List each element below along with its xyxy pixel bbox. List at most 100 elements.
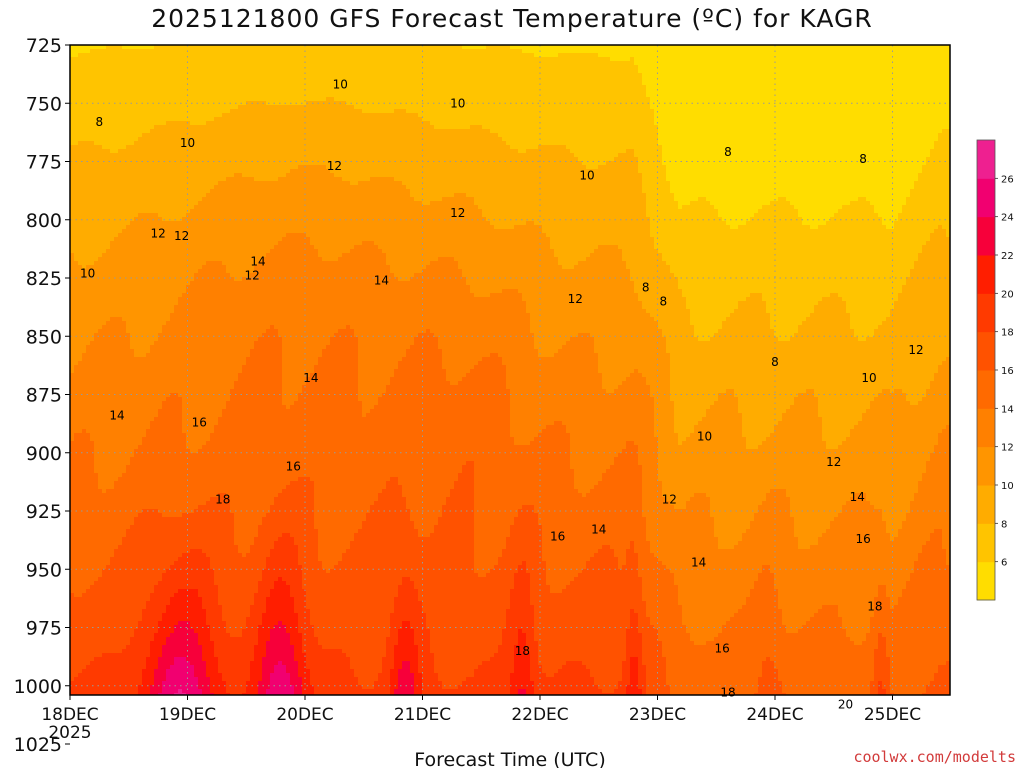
temperature-cell [206,661,218,665]
temperature-cell [782,685,870,689]
temperature-cell [490,221,526,225]
temperature-cell [626,657,630,661]
temperature-cell [522,505,534,509]
temperature-cell [662,253,918,257]
temperature-cell [886,317,950,321]
temperature-cell [538,349,558,353]
temperature-cell [70,217,134,221]
temperature-cell [282,357,318,361]
temperature-cell [70,45,106,49]
temperature-cell [574,265,626,269]
temperature-cell [738,305,766,309]
temperature-cell [678,201,690,205]
temperature-cell [118,149,518,153]
temperature-cell [750,525,794,529]
temperature-cell [514,577,530,581]
temperature-cell [590,673,622,677]
temperature-cell [926,469,950,473]
temperature-cell [190,549,202,553]
temperature-cell [934,445,950,449]
temperature-cell [634,289,682,293]
temperature-cell [582,493,586,497]
temperature-cell [346,653,386,657]
temperature-cell [70,85,646,89]
temperature-cell [538,661,566,665]
temperature-cell [850,433,938,437]
temperature-cell [434,333,534,337]
temperature-cell [70,325,102,329]
temperature-cell [834,213,878,217]
temperature-cell [670,269,910,273]
temperature-cell [642,81,950,85]
temperature-cell [386,257,438,261]
temperature-cell [414,337,438,341]
temperature-cell [850,321,882,325]
temperature-cell [254,265,390,269]
temperature-cell [666,681,758,685]
temperature-cell [874,653,886,657]
temperature-cell [362,685,374,689]
temperature-cell [418,597,510,601]
temperature-cell [642,513,710,517]
temperature-cell [930,153,950,157]
temperature-cell [142,441,186,445]
temperature-cell [302,581,402,585]
temperature-cell [514,653,530,657]
temperature-cell [306,101,346,105]
temperature-cell [178,621,190,625]
temperature-cell [310,669,354,673]
temperature-cell [686,629,722,633]
temperature-cell [214,117,422,121]
temperature-cell [126,329,162,333]
temperature-cell [418,669,434,673]
temperature-cell [214,569,262,573]
temperature-cell [398,673,414,677]
temperature-cell [882,513,906,517]
temperature-cell [742,425,774,429]
temperature-cell [314,365,358,369]
temperature-cell [714,525,750,529]
temperature-cell [298,545,318,549]
temperature-cell [574,153,618,157]
temperature-cell [226,177,254,181]
temperature-cell [358,529,418,533]
temperature-cell [390,613,426,617]
temperature-cell [314,245,354,249]
temperature-cell [158,333,262,337]
temperature-cell [230,509,270,513]
temperature-cell [310,477,390,481]
temperature-cell [926,465,950,469]
temperature-cell [334,565,474,569]
temperature-cell [790,337,858,341]
temperature-cell [590,669,622,673]
temperature-cell [214,649,254,653]
temperature-cell [414,585,514,589]
temperature-cell [526,305,642,309]
temperature-cell [646,689,670,693]
temperature-cell [430,629,502,633]
temperature-cell [358,353,406,357]
temperature-cell [134,521,234,525]
temperature-cell [766,497,790,501]
temperature-cell [690,637,714,641]
temperature-cell [510,401,654,405]
watermark-link[interactable]: coolwx.com/modelts [853,748,1016,766]
contour-label: 18 [867,600,882,614]
temperature-cell [614,689,626,693]
temperature-cell [474,481,574,485]
temperature-cell [206,441,514,445]
temperature-cell [174,657,186,661]
temperature-cell [458,473,474,477]
temperature-cell [258,637,270,641]
temperature-cell [670,569,762,573]
temperature-cell [142,609,166,613]
temperature-cell [246,685,258,689]
temperature-cell [570,453,618,457]
temperature-cell [578,333,590,337]
temperature-cell [510,405,654,409]
temperature-cell [646,213,718,217]
temperature-cell [254,645,266,649]
temperature-cell [314,517,366,521]
temperature-cell [678,589,750,593]
temperature-cell [602,377,626,381]
